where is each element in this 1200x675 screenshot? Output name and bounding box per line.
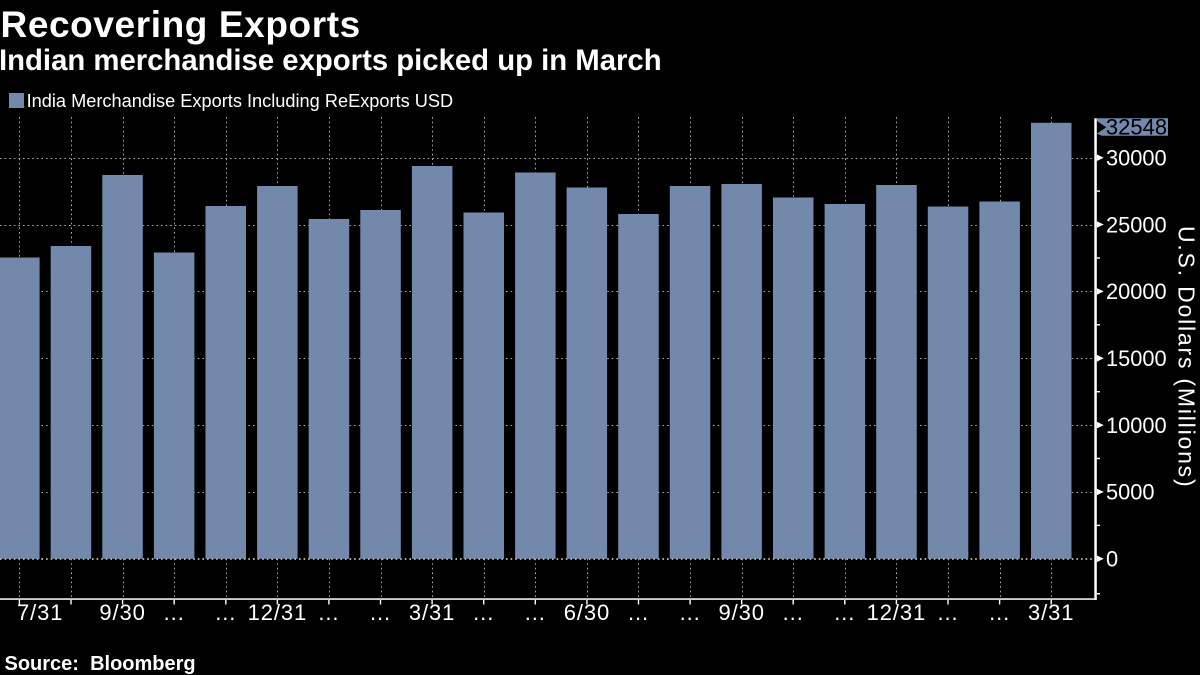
svg-text:10000: 10000 [1106,413,1167,438]
svg-text:...: ... [989,600,1010,625]
svg-text:3/31: 3/31 [409,600,455,625]
svg-text:...: ... [834,600,855,625]
svg-text:...: ... [318,600,339,625]
svg-text:...: ... [164,600,185,625]
svg-text:7/31: 7/31 [17,600,63,625]
svg-text:30000: 30000 [1106,146,1167,171]
svg-text:9/30: 9/30 [99,600,145,625]
svg-text:...: ... [473,600,494,625]
svg-text:0: 0 [1106,547,1118,572]
svg-text:...: ... [370,600,391,625]
svg-text:12/31: 12/31 [867,600,927,625]
svg-text:...: ... [783,600,804,625]
svg-text:...: ... [525,600,546,625]
svg-text:...: ... [628,600,649,625]
svg-text:5000: 5000 [1106,480,1155,505]
svg-text:12/31: 12/31 [248,600,308,625]
svg-text:...: ... [937,600,958,625]
svg-text:...: ... [215,600,236,625]
svg-text:3/31: 3/31 [1028,600,1074,625]
svg-text:15000: 15000 [1106,346,1167,371]
svg-text:U.S. Dollars (Millions): U.S. Dollars (Millions) [1173,226,1199,488]
svg-text:9/30: 9/30 [718,600,764,625]
svg-text:32548: 32548 [1106,115,1167,140]
svg-text:6/30: 6/30 [564,600,610,625]
svg-text:25000: 25000 [1106,212,1167,237]
svg-text:...: ... [680,600,701,625]
svg-text:20000: 20000 [1106,279,1167,304]
